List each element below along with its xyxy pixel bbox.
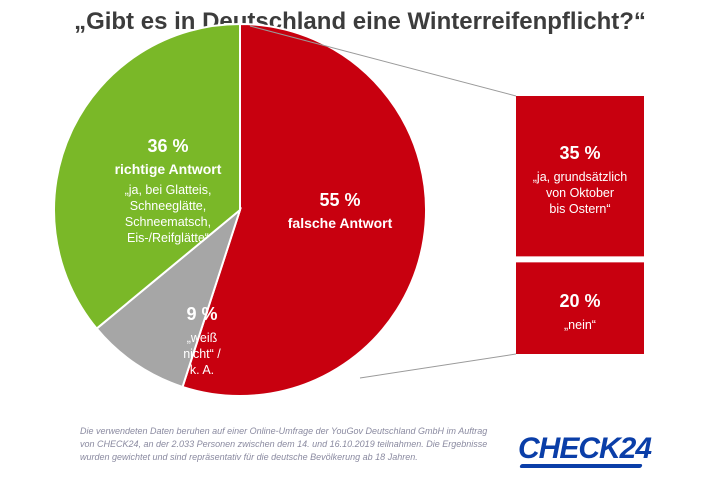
logo-swoosh <box>519 464 643 468</box>
chart-title: „Gibt es in Deutschland eine Winterreife… <box>74 8 646 35</box>
slice-desc-dontknow-2: k. A. <box>190 363 214 377</box>
slice-desc-dontknow-1: nicht“ / <box>183 347 221 361</box>
pie-slice-dontknow <box>95 207 243 389</box>
check24-logo: CHECK24 <box>518 432 652 465</box>
slice-category-right: richtige Antwort <box>115 161 222 177</box>
slice-percent-wrong: 55 % <box>319 190 360 210</box>
breakdown-bar-1 <box>516 262 644 354</box>
slice-desc-right-1: Schneeglätte, <box>130 199 206 213</box>
slice-desc-right-0: „ja, bei Glatteis, <box>125 183 212 197</box>
connector-line-top <box>249 25 517 97</box>
breakdown-percent-0: 35 % <box>559 143 600 163</box>
breakdown-desc-0-1: von Oktober <box>546 186 614 200</box>
slice-percent-right: 36 % <box>147 136 188 156</box>
breakdown-desc-0-0: „ja, grundsätzlich <box>533 170 628 184</box>
breakdown-percent-1: 20 % <box>559 291 600 311</box>
slice-desc-dontknow-0: „weiß <box>187 331 218 345</box>
breakdown-desc-1-0: „nein“ <box>564 318 596 332</box>
pie-chart: 55 % falsche Antwort 9 % „weiß nicht“ / k. A.… <box>53 22 644 397</box>
footnote: Die verwendeten Daten beruhen auf einer … <box>80 426 488 462</box>
breakdown-desc-0-2: bis Ostern“ <box>549 202 610 216</box>
slice-desc-right-2: Schneematsch, <box>125 215 211 229</box>
pie-slice-right <box>53 22 241 330</box>
slice-percent-dontknow: 9 % <box>186 304 217 324</box>
slice-category-wrong: falsche Antwort <box>288 215 393 231</box>
connector-line-bottom <box>359 353 517 379</box>
breakdown-bar-0 <box>516 96 644 257</box>
slice-desc-right-3: Eis-/Reifglätte“ <box>127 231 209 245</box>
